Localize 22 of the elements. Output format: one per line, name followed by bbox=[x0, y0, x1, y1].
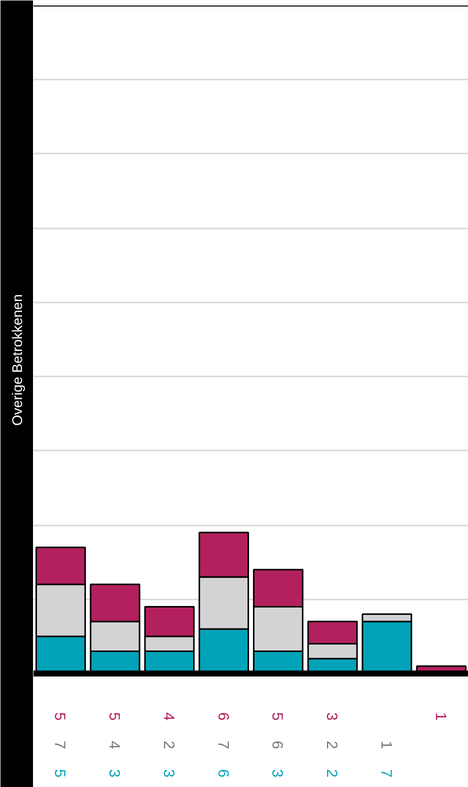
data-label: 3 bbox=[160, 769, 177, 778]
data-label: 6 bbox=[268, 740, 286, 750]
data-label: 2 bbox=[160, 740, 177, 750]
data-label: 4 bbox=[106, 740, 123, 750]
y-axis-title: Overige Betrokkenen bbox=[9, 294, 25, 426]
data-label: 7 bbox=[214, 740, 232, 750]
data-label: 3 bbox=[268, 769, 286, 778]
data-label: 3 bbox=[106, 769, 123, 778]
data-label: 5 bbox=[51, 712, 68, 721]
data-label: 4 bbox=[160, 712, 177, 721]
data-label: 1 bbox=[432, 712, 449, 721]
data-label: 1 bbox=[377, 740, 394, 750]
data-label: 7 bbox=[377, 769, 394, 778]
data-label: 5 bbox=[268, 712, 286, 721]
data-label: 6 bbox=[214, 712, 232, 721]
data-label: 5 bbox=[51, 769, 68, 778]
data-label: 7 bbox=[51, 740, 68, 750]
data-label: 3 bbox=[323, 712, 340, 721]
data-label: 6 bbox=[214, 769, 232, 778]
data-label: 2 bbox=[323, 769, 340, 778]
data-label: 2 bbox=[323, 740, 340, 750]
data-label: 5 bbox=[106, 712, 123, 721]
